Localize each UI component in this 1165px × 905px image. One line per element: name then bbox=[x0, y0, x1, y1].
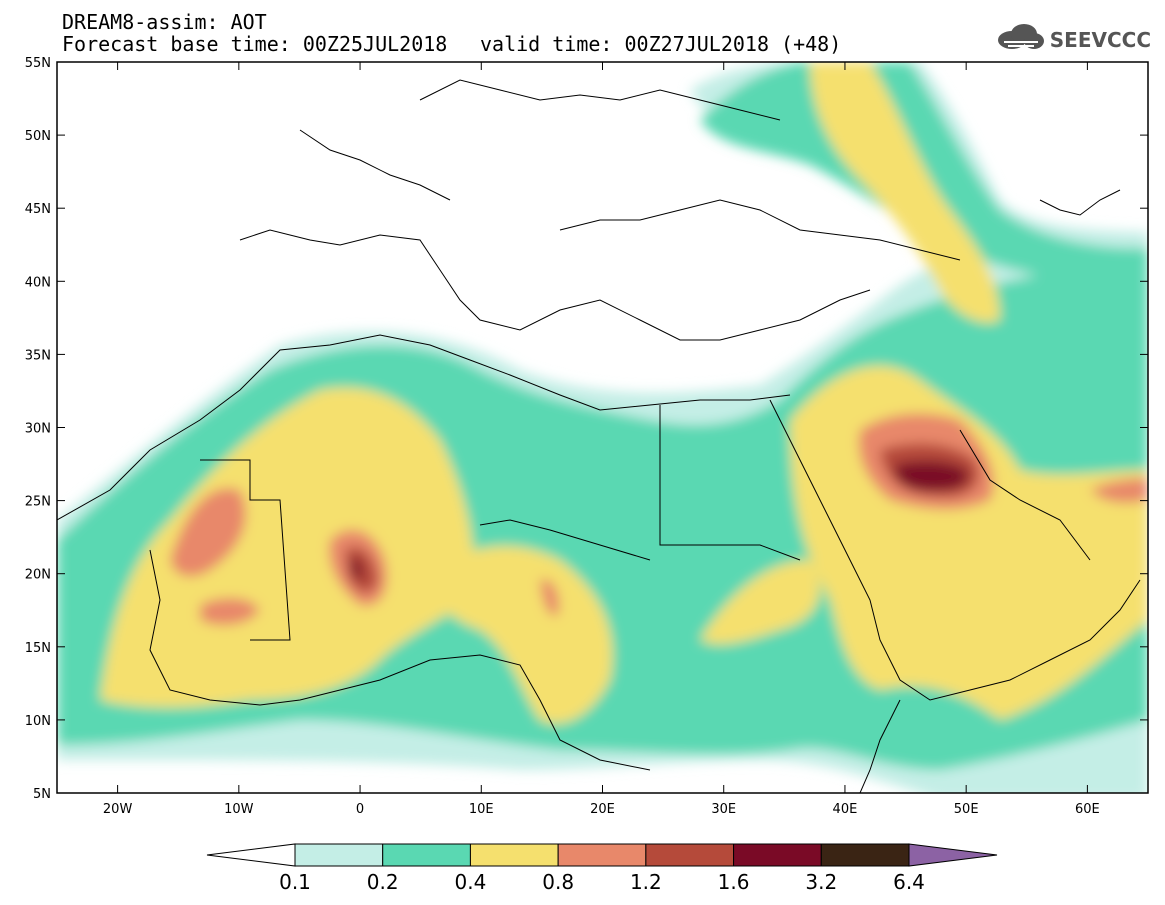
lon-tick-label: 0 bbox=[356, 802, 364, 817]
colorbar-segment bbox=[820, 843, 910, 867]
lat-tick-label: 35N bbox=[25, 348, 51, 363]
lat-tick-label: 5N bbox=[33, 787, 51, 802]
map-title: DREAM8-assim: AOT bbox=[62, 10, 267, 34]
colorbar-level-label: 0.2 bbox=[367, 870, 399, 894]
colorbar-segment bbox=[645, 843, 735, 867]
colorbar-level-label: 1.6 bbox=[718, 870, 750, 894]
lon-tick-label: 10W bbox=[224, 802, 254, 817]
colorbar-segment bbox=[557, 843, 647, 867]
lon-tick-label: 60E bbox=[1075, 802, 1100, 817]
colorbar-level-label: 6.4 bbox=[893, 870, 925, 894]
lon-tick-label: 50E bbox=[954, 802, 979, 817]
colorbar-low-arrow bbox=[206, 843, 296, 867]
lat-tick-label: 20N bbox=[25, 568, 51, 583]
colorbar-level-label: 1.2 bbox=[630, 870, 662, 894]
colorbar: 0.1 0.2 0.4 0.8 1.2 1.6 3.2 6.4 bbox=[206, 843, 998, 894]
map-axes: 20W 10W 0 10E 20E 30E 40E 50E 60E 55N 50N 45N 40N 35N… bbox=[25, 56, 1148, 817]
lat-tick-label: 45N bbox=[25, 202, 51, 217]
lat-tick-label: 10N bbox=[25, 714, 51, 729]
base-time-label: Forecast base time: 00Z25JUL2018 bbox=[62, 32, 448, 56]
lat-tick-label: 50N bbox=[25, 129, 51, 144]
lat-tick-label: 55N bbox=[25, 56, 51, 71]
colorbar-level-label: 0.4 bbox=[455, 870, 487, 894]
lat-tick-label: 25N bbox=[25, 495, 51, 510]
lon-tick-label: 40E bbox=[833, 802, 858, 817]
colorbar-high-arrow bbox=[908, 843, 998, 867]
colorbar-segment bbox=[469, 843, 559, 867]
colorbar-segment bbox=[733, 843, 822, 867]
lon-tick-label: 30E bbox=[711, 802, 736, 817]
colorbar-level-label: 3.2 bbox=[805, 870, 837, 894]
lon-tick-label: 20W bbox=[103, 802, 133, 817]
lat-tick-label: 30N bbox=[25, 422, 51, 437]
cloud-icon bbox=[994, 22, 1046, 57]
valid-time-label: valid time: 00Z27JUL2018 (+48) bbox=[480, 32, 842, 56]
colorbar-level-label: 0.8 bbox=[542, 870, 574, 894]
colorbar-segment bbox=[382, 843, 471, 867]
seevccc-logo: SEEVCCC bbox=[994, 22, 1151, 57]
logo-text: SEEVCCC bbox=[1049, 27, 1151, 52]
colorbar-segment bbox=[294, 843, 384, 867]
lat-tick-label: 15N bbox=[25, 641, 51, 656]
lon-tick-label: 10E bbox=[469, 802, 494, 817]
colorbar-level-label: 0.1 bbox=[279, 870, 311, 894]
aot-field bbox=[57, 62, 1148, 793]
coastlines bbox=[57, 79, 1141, 793]
lon-tick-label: 20E bbox=[590, 802, 615, 817]
lat-tick-label: 40N bbox=[25, 275, 51, 290]
